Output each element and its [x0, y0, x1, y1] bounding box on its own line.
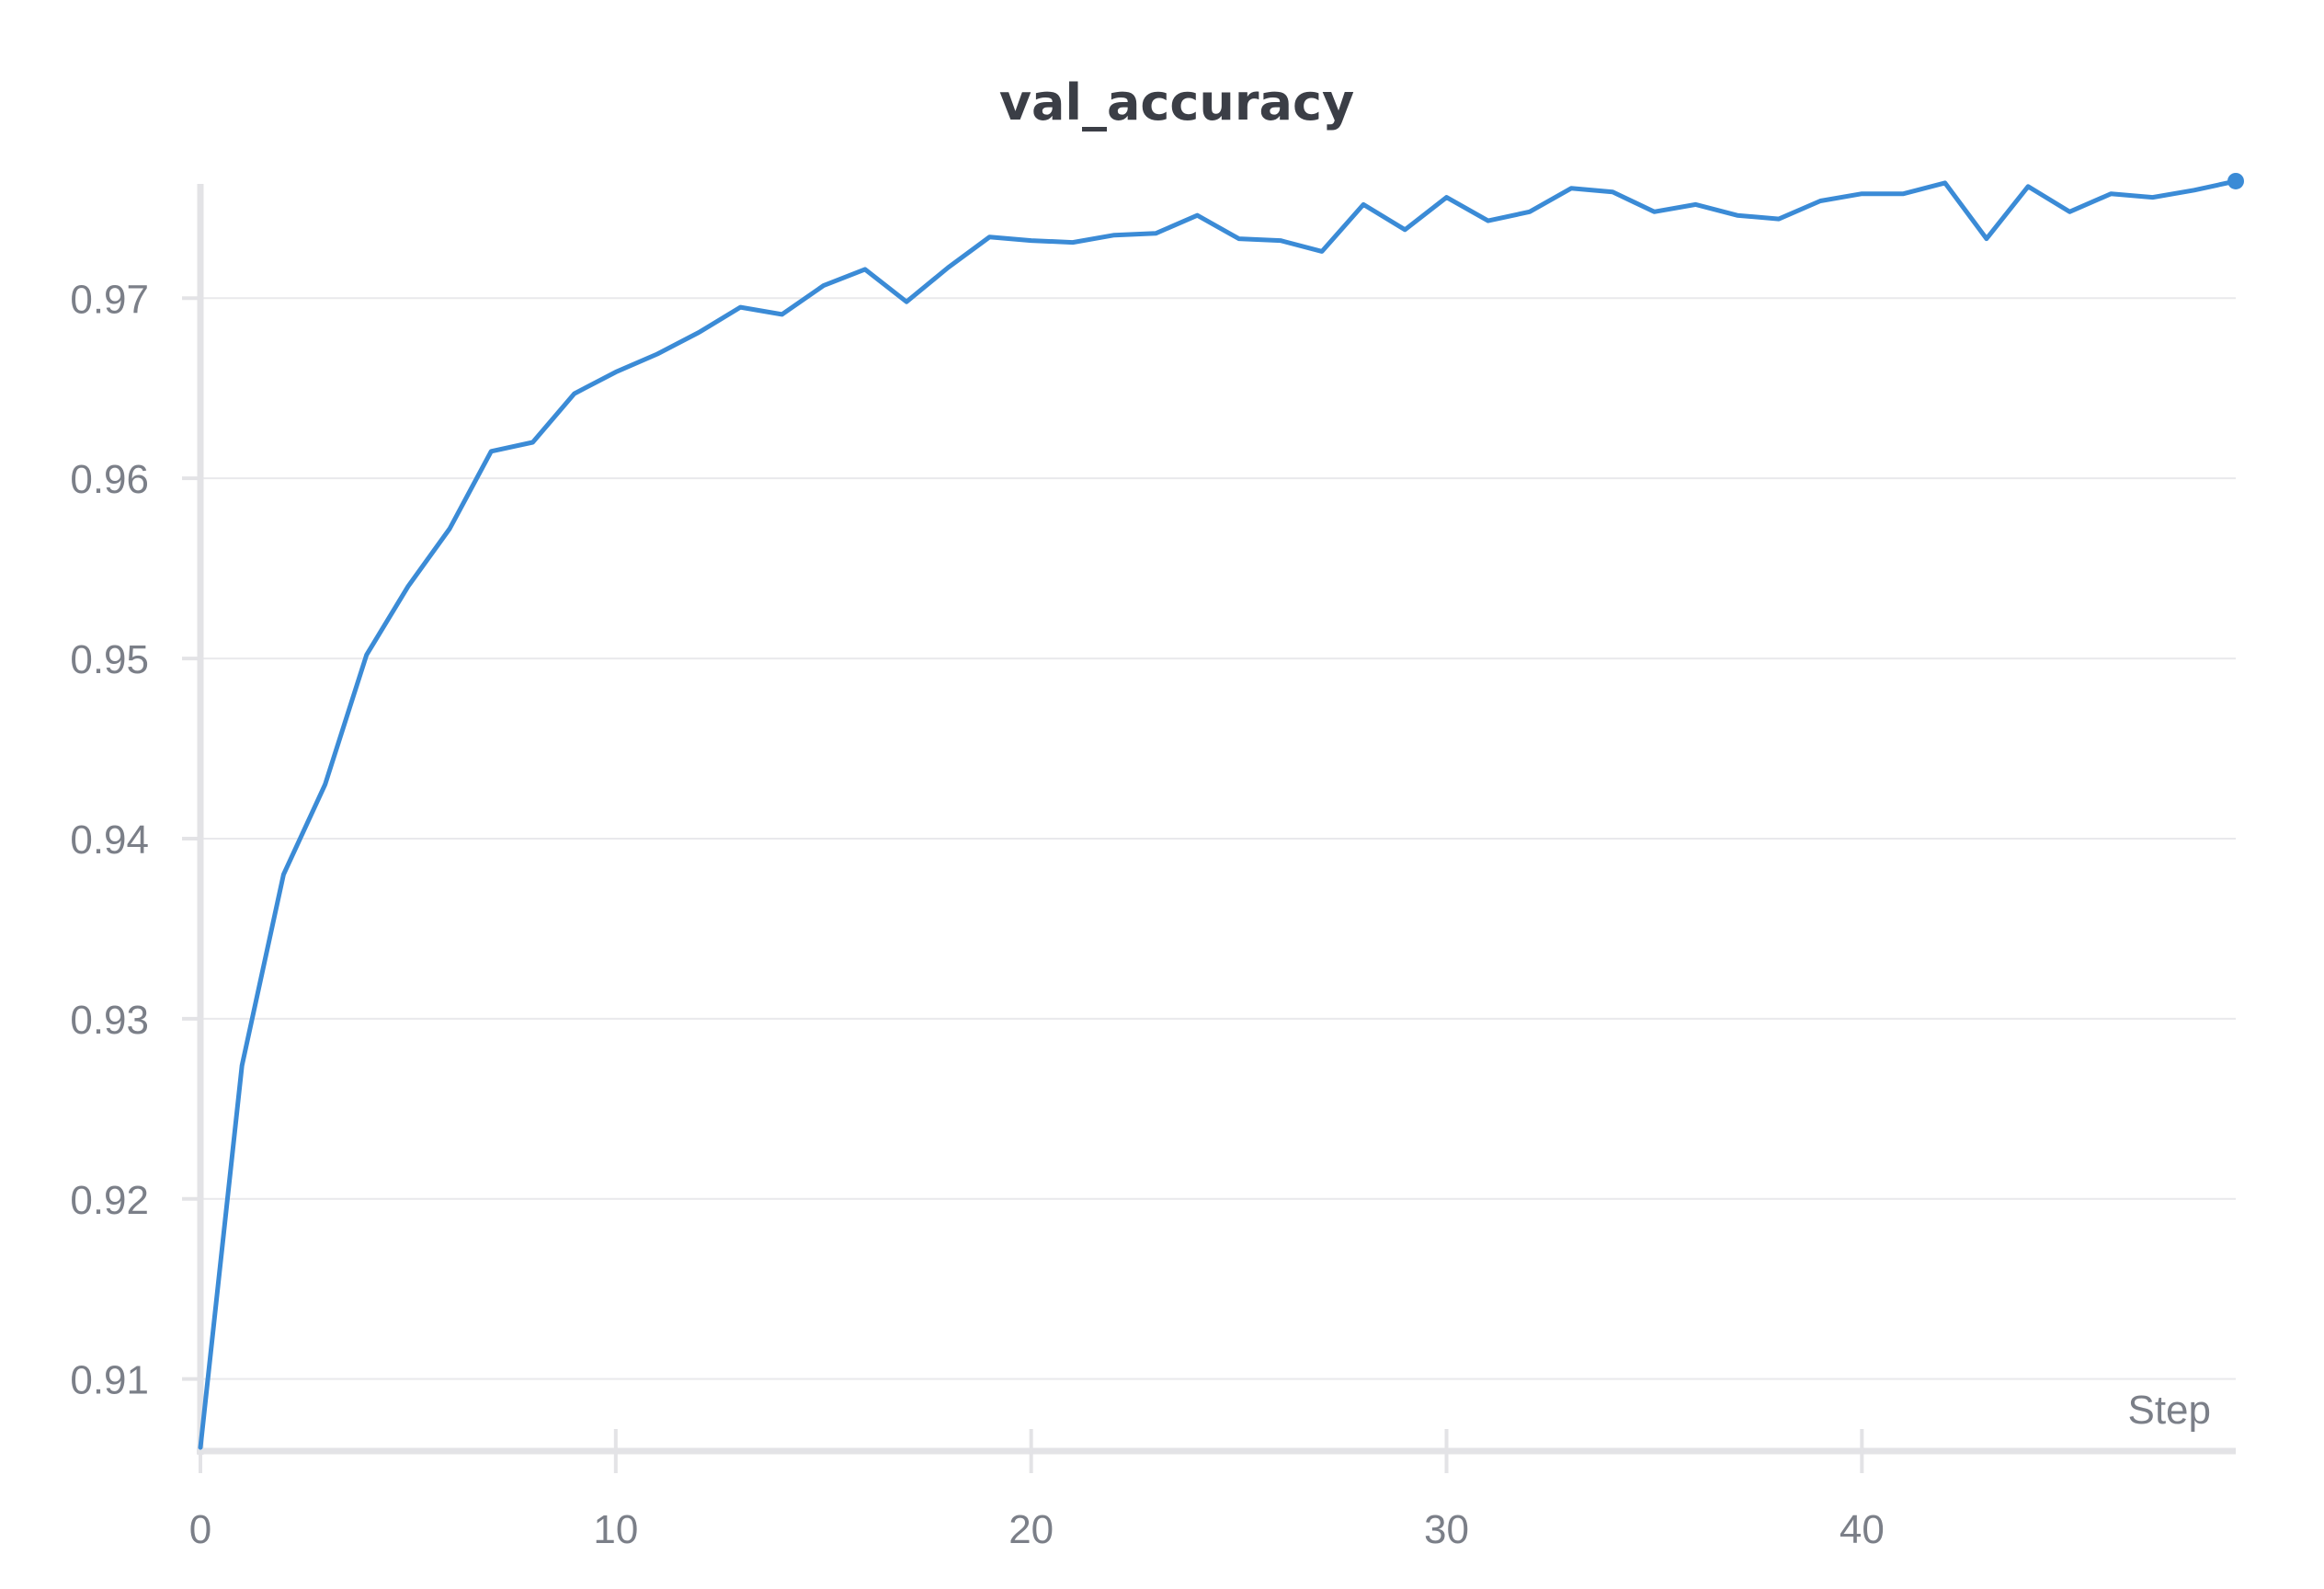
y-axis-ticks: 0.91 0.92 0.93 0.94 0.95 0.96 0.97	[70, 277, 200, 1403]
series	[198, 172, 2244, 1450]
series-line-0	[198, 178, 2239, 1450]
chart-title: val_accuracy	[999, 74, 1354, 131]
series-end-point-0	[2227, 172, 2244, 189]
x-tick-label: 20	[1008, 1507, 1054, 1552]
axes	[197, 184, 2236, 1455]
x-axis-ticks: 0 10 20 30 40	[189, 1429, 1885, 1552]
y-tick-label: 0.96	[70, 457, 149, 502]
x-tick-label: 0	[189, 1507, 211, 1552]
x-axis-title: Step	[2127, 1388, 2211, 1433]
y-tick-label: 0.97	[70, 277, 149, 322]
grid	[200, 297, 2236, 1380]
y-tick-label: 0.91	[70, 1358, 149, 1403]
x-tick-label: 10	[593, 1507, 638, 1552]
y-tick-label: 0.92	[70, 1178, 149, 1223]
y-tick-label: 0.95	[70, 637, 149, 682]
x-tick-label: 30	[1424, 1507, 1469, 1552]
y-tick-label: 0.94	[70, 817, 149, 863]
x-tick-label: 40	[1840, 1507, 1885, 1552]
y-tick-label: 0.93	[70, 998, 149, 1043]
